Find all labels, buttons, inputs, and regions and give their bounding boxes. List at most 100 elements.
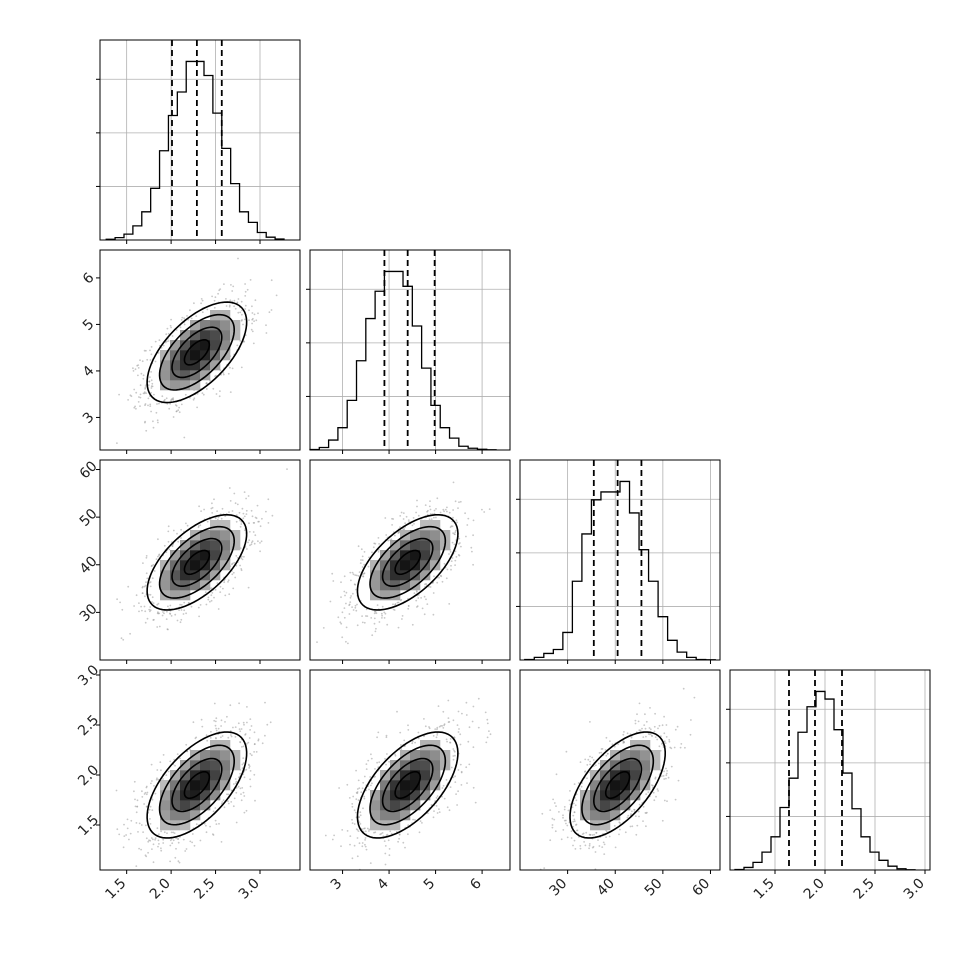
data-point [232,805,235,808]
data-point [189,840,192,843]
data-point [213,702,216,705]
data-point [251,330,254,333]
data-point [407,833,409,836]
data-point [454,775,456,778]
data-point [591,834,594,836]
density-cell [600,790,611,801]
data-point [354,574,357,576]
data-point [385,534,388,536]
data-point [227,802,230,805]
data-point [224,515,227,517]
data-point [249,770,252,772]
data-point [96,403,98,405]
data-point [356,624,359,627]
data-point [269,721,272,724]
data-point [180,618,183,621]
data-point [368,788,370,791]
data-point [452,755,455,757]
data-point [213,719,216,722]
density-cell [410,760,421,771]
data-point [135,811,138,814]
density-cell [200,770,211,781]
data-point [645,793,648,795]
data-point [400,511,403,514]
data-point [191,841,194,844]
data-point [241,558,244,561]
y-tick-label: 2.0 [75,762,102,789]
density-cell [190,320,201,331]
data-point [377,731,380,734]
data-point [340,596,342,598]
contour-line [146,513,248,611]
data-point [209,825,212,828]
data-point [435,508,437,510]
x-tick-label: 4 [374,875,392,893]
data-point [157,421,159,424]
hist-panel-3 [726,669,931,871]
data-point [662,775,665,777]
data-point [164,341,167,344]
data-point [156,626,159,628]
data-point [249,544,251,547]
data-point [255,319,258,322]
panel-frame [99,39,301,241]
data-point [242,721,245,724]
data-point [140,824,143,826]
data-point [597,839,599,841]
data-point [251,515,254,518]
density-cell [420,770,431,781]
data-point [358,571,361,573]
data-point [433,509,436,512]
data-point [428,505,431,508]
data-point [150,387,153,389]
data-point [549,809,552,811]
data-point [151,596,154,599]
density-cell [380,550,391,561]
data-point [250,541,253,544]
data-point [149,823,152,825]
data-point [343,616,346,619]
data-point [435,805,438,807]
data-point [371,551,373,554]
data-point [379,833,382,836]
density-cell [430,750,441,761]
data-point [665,774,668,777]
data-point [573,839,576,842]
data-point [381,605,384,608]
data-point [456,521,458,524]
data-point [603,843,606,846]
data-point [459,542,461,544]
contour-line [183,338,211,366]
data-point [637,810,640,813]
density-cell [210,340,221,351]
data-point [355,798,358,801]
data-point [584,771,586,773]
density-cell [200,370,211,381]
data-point [481,508,483,511]
data-point [600,751,603,754]
data-point [442,508,445,511]
data-point [236,557,239,559]
data-point [442,710,445,713]
density-cell [220,760,231,771]
data-point [351,805,354,808]
data-point [454,529,457,532]
density-cell [420,550,431,561]
density-cell [170,800,181,811]
data-point [169,860,172,863]
density-cell [640,740,651,751]
data-point [458,537,461,540]
data-point [392,603,394,606]
data-point [631,825,634,828]
data-point [235,787,238,789]
data-point [398,833,401,835]
data-point [240,366,243,369]
panel-frame [99,669,301,871]
data-point [661,724,664,727]
data-point [579,761,582,763]
data-point [381,617,383,619]
data-point [455,519,458,522]
density-cell [210,540,221,551]
data-point [219,591,222,593]
data-point [554,830,557,833]
